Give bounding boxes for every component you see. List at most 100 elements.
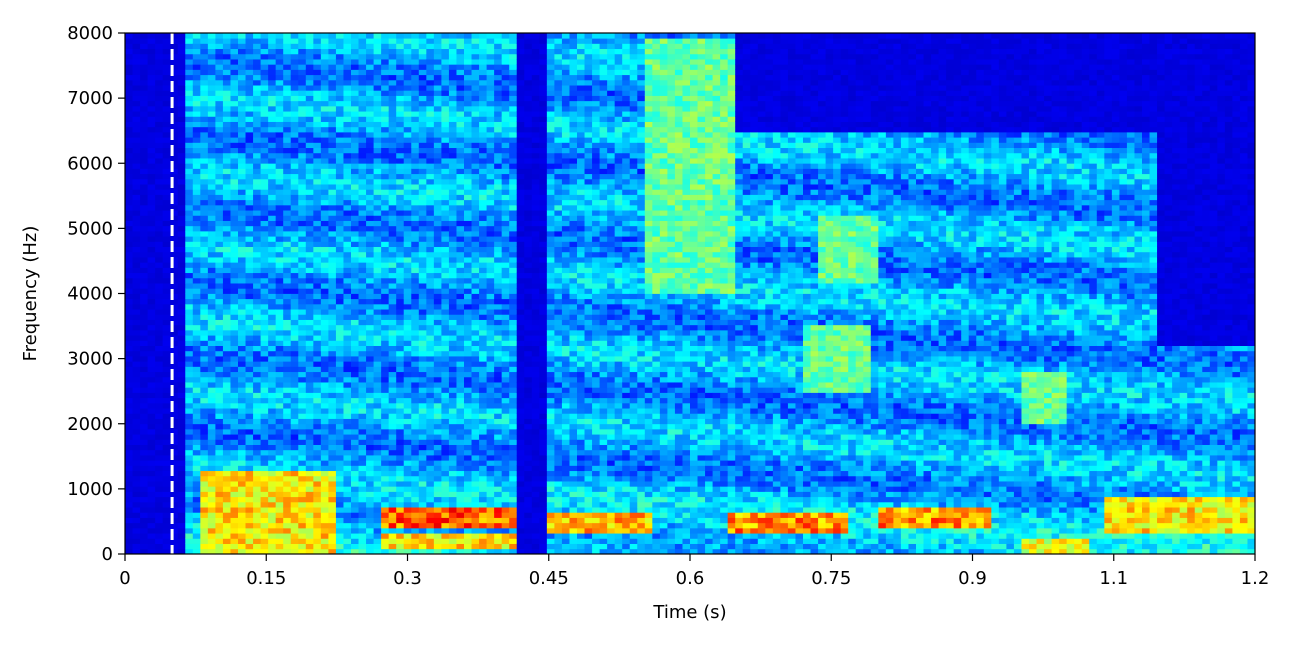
spectrogram-cell [200,220,209,227]
spectrogram-cell [222,43,231,50]
spectrogram-cell [351,522,359,529]
spectrogram-cell [464,90,472,96]
spectrogram-cell [403,345,412,352]
spectrogram-cell [343,538,352,544]
spectrogram-cell [396,215,405,221]
spectrogram-cell [335,111,344,117]
spectrogram-cell [343,199,352,206]
spectrogram-cell [147,392,156,399]
spectrogram-cell [320,43,329,50]
spectrogram-cell [433,158,442,164]
spectrogram-cell [290,319,299,326]
spectrogram-cell [200,408,209,414]
spectrogram-cell [230,507,239,513]
spectrogram-cell [464,548,472,555]
spectrogram-cell [132,439,141,445]
spectrogram-cell [275,382,284,388]
spectrogram-cell [418,152,427,159]
spectrogram-cell [471,33,480,39]
spectrogram-cell [351,408,359,414]
spectrogram-cell [170,408,179,414]
spectrogram-cell [441,272,450,279]
spectrogram-cell [343,85,352,91]
spectrogram-cell [320,475,329,482]
spectrogram-cell [268,178,277,185]
spectrogram-cell [403,48,412,55]
spectrogram-cell [305,178,314,185]
spectrogram-cell [358,210,367,216]
spectrogram-cell [373,376,382,383]
spectrogram-cell [185,319,194,326]
spectrogram-cell [456,444,465,451]
spectrogram-cell [238,79,246,86]
spectrogram-cell [373,481,382,487]
spectrogram-cell [464,257,472,263]
spectrogram-cell [343,33,352,39]
spectrogram-cell [283,152,292,159]
spectrogram-cell [396,189,405,195]
spectrogram-cell [192,105,201,112]
spectrogram-cell [441,538,450,544]
spectrogram-cell [366,189,374,195]
spectrogram-cell [283,392,292,399]
spectrogram-cell [162,189,171,195]
spectrogram-cell [238,486,246,492]
spectrogram-cell [253,147,261,154]
spectrogram-cell [366,241,374,248]
spectrogram-cell [403,194,412,201]
spectrogram-cell [253,397,261,404]
spectrogram-cell [298,251,307,258]
spectrogram-cell [411,329,420,336]
spectrogram-cell [155,163,164,169]
spectrogram-cell [381,455,390,461]
spectrogram-cell [155,449,164,456]
spectrogram-cell [268,486,277,492]
spectrogram-cell [260,184,269,190]
spectrogram-cell [253,111,261,117]
spectrogram-cell [486,382,495,388]
spectrogram-cell [147,293,156,300]
spectrogram-cell [162,408,171,414]
spectrogram-cell [200,142,209,149]
spectrogram-cell [268,59,277,65]
spectrogram-cell [486,397,495,404]
spectrogram-cell [170,33,179,39]
spectrogram-cell [230,262,239,268]
spectrogram-cell [388,512,397,518]
spectrogram-cell [170,366,179,373]
spectrogram-cell [433,543,442,550]
spectrogram-cell [238,152,246,159]
spectrogram-cell [396,59,405,65]
spectrogram-cell [343,38,352,44]
spectrogram-cell [245,137,254,143]
spectrogram-cell [260,111,269,117]
spectrogram-cell [351,350,359,357]
spectrogram-cell [343,460,352,466]
spectrogram-cell [411,475,420,482]
spectrogram-cell [403,350,412,357]
spectrogram-cell [471,199,480,206]
spectrogram-cell [170,465,179,472]
spectrogram-cell [464,371,472,378]
spectrogram-cell [245,215,254,221]
spectrogram-cell [456,69,465,76]
spectrogram-cell [253,267,261,274]
spectrogram-cell [486,356,495,362]
spectrogram-cell [170,418,179,425]
spectrogram-cell [230,345,239,352]
spectrogram-cell [275,460,284,466]
spectrogram-cell [177,329,186,336]
spectrogram-cell [238,158,246,164]
spectrogram-cell [479,48,487,55]
spectrogram-cell [486,543,495,550]
spectrogram-cell [305,189,314,195]
spectrogram-cell [230,48,239,55]
spectrogram-cell [155,402,164,409]
spectrogram-cell [366,371,374,378]
spectrogram-cell [343,90,352,96]
spectrogram-cell [162,168,171,175]
spectrogram-cell [388,434,397,440]
spectrogram-cell [343,241,352,248]
spectrogram-cell [313,230,322,237]
spectrogram-cell [275,512,284,518]
